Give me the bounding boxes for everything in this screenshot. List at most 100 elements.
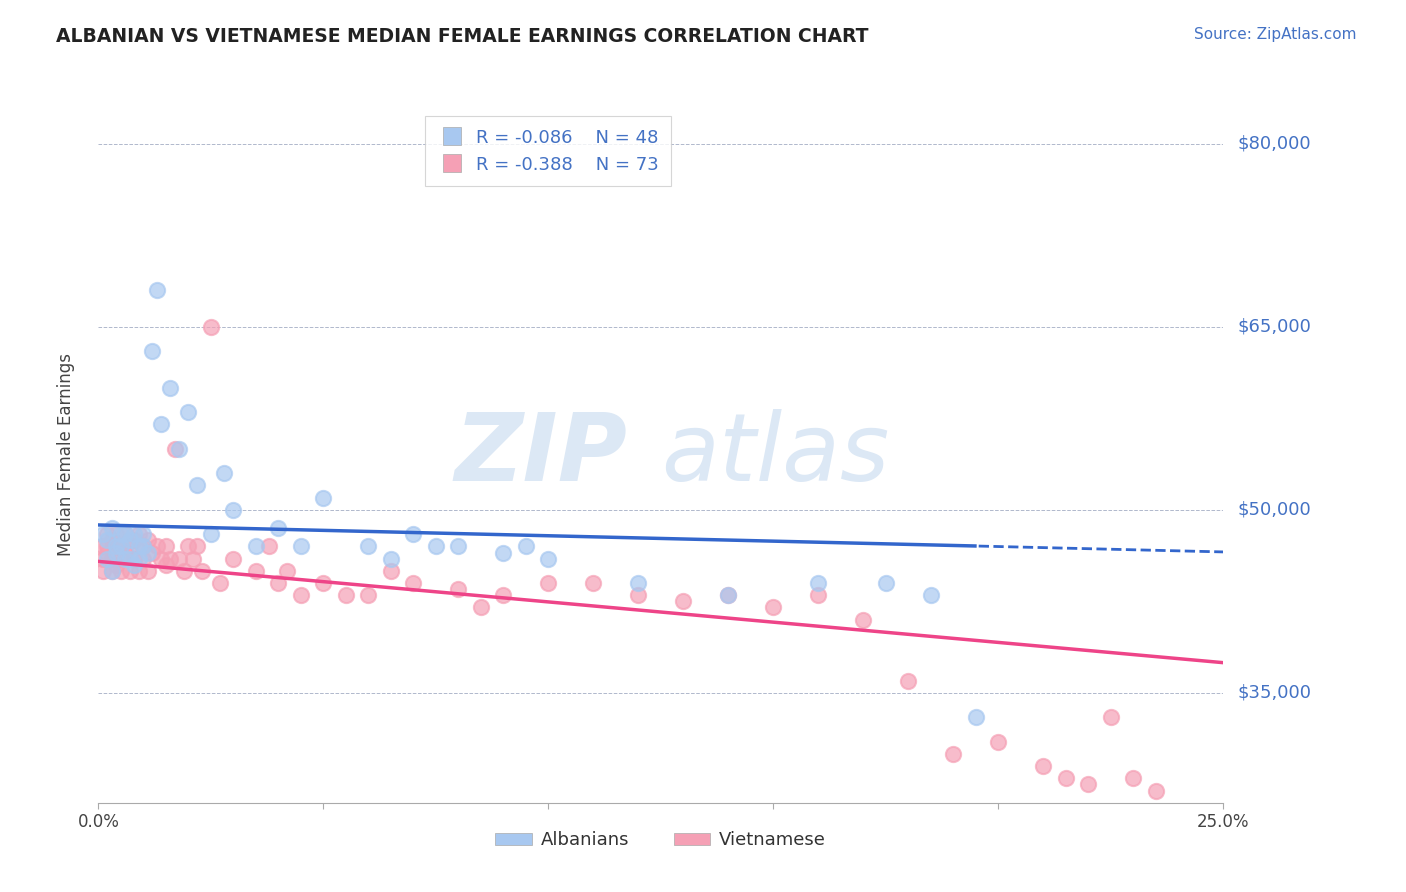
Point [169,551,191,566]
Point [128,564,150,578]
Text: $65,000: $65,000 [1237,318,1310,335]
Point [110,540,132,554]
Point [222,503,245,517]
Point [627,588,650,602]
Point [124,558,146,572]
Point [146,283,169,297]
Point [425,540,447,554]
Point [267,576,290,591]
Point [186,540,208,554]
Point [357,588,380,602]
Point [200,319,222,334]
Point [105,558,128,572]
Point [582,576,605,591]
Point [208,576,231,591]
Point [717,588,740,602]
Point [245,540,267,554]
Point [91,540,114,554]
Point [91,527,114,541]
Point [118,540,141,554]
Point [105,527,128,541]
Point [177,540,200,554]
Point [852,613,875,627]
Point [402,527,425,541]
Point [1122,772,1144,786]
Point [96,545,118,559]
Point [163,442,186,456]
Text: $50,000: $50,000 [1237,500,1310,519]
Point [101,521,124,535]
Point [987,735,1010,749]
Point [276,564,298,578]
Point [447,540,470,554]
Point [159,551,181,566]
Point [132,540,155,554]
Point [222,551,245,566]
Point [1144,783,1167,797]
Point [150,551,173,566]
Point [447,582,470,597]
Point [627,576,650,591]
Point [105,540,128,554]
Point [91,564,114,578]
Point [259,540,281,554]
Point [110,564,132,578]
Point [380,564,402,578]
Point [267,521,290,535]
Point [136,533,159,548]
Point [897,673,920,688]
Text: ZIP: ZIP [454,409,627,501]
Text: ALBANIAN VS VIETNAMESE MEDIAN FEMALE EARNINGS CORRELATION CHART: ALBANIAN VS VIETNAMESE MEDIAN FEMALE EAR… [56,27,869,45]
Point [177,405,200,419]
Point [96,540,118,554]
Point [214,467,236,481]
Point [141,344,163,359]
Point [96,551,118,566]
Point [245,564,267,578]
Point [191,564,214,578]
Point [110,527,132,541]
Point [128,540,150,554]
Point [114,527,136,541]
Point [672,594,695,608]
Point [101,533,124,548]
Y-axis label: Median Female Earnings: Median Female Earnings [56,353,75,557]
Point [920,588,942,602]
Point [807,588,830,602]
Point [110,551,132,566]
Point [515,540,537,554]
Point [492,545,515,559]
Point [124,551,146,566]
Point [380,551,402,566]
Point [173,564,195,578]
Text: atlas: atlas [661,409,889,500]
Point [105,540,128,554]
Point [118,551,141,566]
Text: $80,000: $80,000 [1237,135,1310,153]
Point [159,381,181,395]
Point [96,533,118,548]
Point [118,564,141,578]
Point [186,478,208,492]
Point [114,545,136,559]
Point [141,545,163,559]
Text: Source: ZipAtlas.com: Source: ZipAtlas.com [1194,27,1357,42]
Point [492,588,515,602]
Point [1054,772,1077,786]
Point [101,564,124,578]
Point [312,491,335,505]
Point [537,576,560,591]
Legend: Albanians, Vietnamese: Albanians, Vietnamese [488,824,834,856]
Point [290,540,312,554]
Point [150,417,173,432]
Text: $35,000: $35,000 [1237,684,1312,702]
Point [96,527,118,541]
Point [91,551,114,566]
Point [1077,777,1099,791]
Point [132,551,155,566]
Point [124,527,146,541]
Point [101,564,124,578]
Point [357,540,380,554]
Point [200,527,222,541]
Point [114,551,136,566]
